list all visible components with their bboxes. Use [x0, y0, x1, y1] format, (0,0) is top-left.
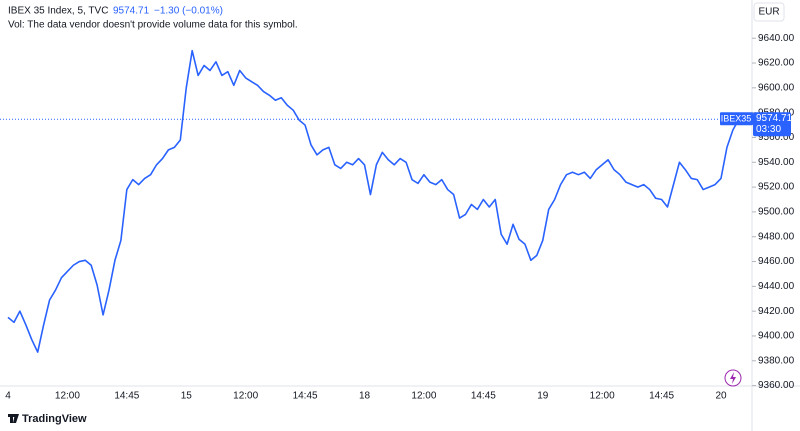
y-tick-label: 9440.00 — [758, 281, 795, 292]
y-tick-label: 9500.00 — [758, 207, 795, 218]
price-tag-box — [720, 112, 753, 126]
x-tick-label: 12:00 — [55, 391, 80, 402]
y-tick-label: 9560.00 — [758, 132, 795, 143]
y-tick-label: 9420.00 — [758, 306, 795, 317]
events-icon-bolt — [730, 372, 736, 384]
y-tick-label: 9520.00 — [758, 182, 795, 193]
price-tag-countdown: 03:30 — [756, 124, 781, 135]
y-tick-label: 9400.00 — [758, 331, 795, 342]
price-tag-value: 9574.71 — [756, 113, 793, 124]
y-tick-label: 9620.00 — [758, 58, 795, 69]
y-tick-label: 9460.00 — [758, 256, 795, 267]
volume-note: Vol: The data vendor doesn't provide vol… — [8, 20, 298, 31]
x-tick-label: 4 — [5, 391, 11, 402]
x-tick-label: 12:00 — [590, 391, 615, 402]
x-tick-label: 15 — [181, 391, 193, 402]
y-tick-label: 9480.00 — [758, 231, 795, 242]
y-tick-label: 9600.00 — [758, 82, 795, 93]
price-change: −1.30 (−0.01%) — [154, 6, 223, 17]
y-tick-label: 9380.00 — [758, 355, 795, 366]
x-tick-label: 12:00 — [411, 391, 436, 402]
x-tick-label: 14:45 — [293, 391, 318, 402]
symbol-title: IBEX 35 Index, 5, TVC — [8, 6, 108, 17]
price-tag-symbol: IBEX35 — [721, 114, 752, 124]
x-tick-label: 14:45 — [471, 391, 496, 402]
price-tag-value-box — [753, 112, 791, 137]
y-tick-label: 9540.00 — [758, 157, 795, 168]
y-tick-label: 9640.00 — [758, 33, 795, 44]
currency-label[interactable]: EUR — [758, 7, 779, 18]
x-tick-label: 18 — [359, 391, 371, 402]
brand-logo — [8, 414, 19, 423]
price-line — [7, 49, 740, 353]
x-tick-label: 19 — [537, 391, 549, 402]
x-tick-label: 12:00 — [233, 391, 258, 402]
x-tick-label: 20 — [715, 391, 727, 402]
y-tick-label: 9360.00 — [758, 380, 795, 391]
x-tick-label: 14:45 — [649, 391, 674, 402]
currency-button[interactable] — [753, 2, 785, 22]
x-tick-label: 14:45 — [114, 391, 139, 402]
last-price: 9574.71 — [113, 6, 150, 17]
brand-name: TradingView — [22, 413, 87, 425]
